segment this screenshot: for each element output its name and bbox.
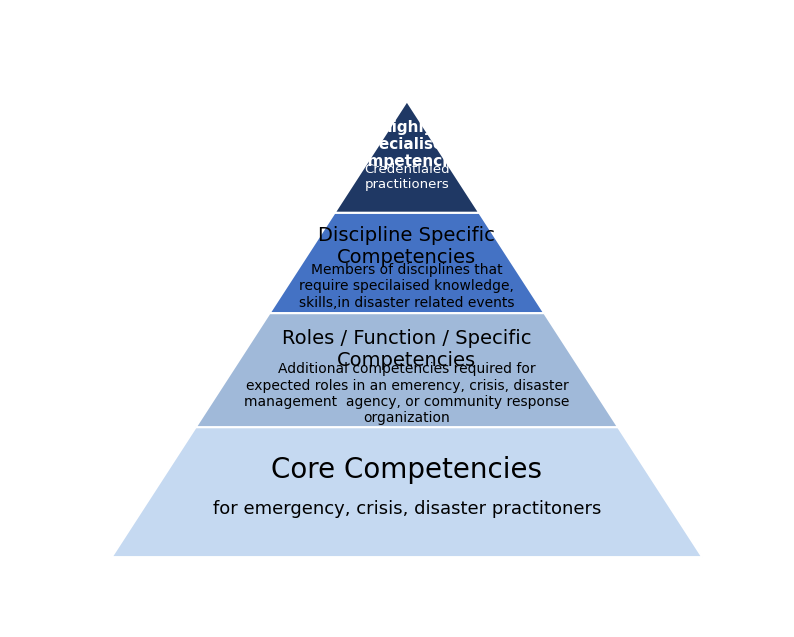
Polygon shape (270, 213, 544, 313)
Text: Highly
Specialised
Competencies: Highly Specialised Competencies (346, 120, 468, 169)
Text: Roles / Function / Specific
Competencies: Roles / Function / Specific Competencies (282, 329, 532, 370)
Text: Discipline Specific
Competencies: Discipline Specific Competencies (318, 226, 495, 267)
Text: Additional competencies required for
expected roles in an emerency, crisis, disa: Additional competencies required for exp… (245, 362, 569, 425)
Polygon shape (334, 101, 480, 213)
Text: Core Competencies: Core Competencies (272, 456, 542, 484)
Text: for emergency, crisis, disaster practitoners: for emergency, crisis, disaster practito… (213, 500, 601, 519)
Text: Members of disciplines that
require specilaised knowledge,
skills,in disaster re: Members of disciplines that require spec… (299, 263, 515, 310)
Polygon shape (196, 313, 618, 427)
Polygon shape (111, 427, 702, 557)
Text: Credentialed
practitioners: Credentialed practitioners (364, 164, 449, 192)
